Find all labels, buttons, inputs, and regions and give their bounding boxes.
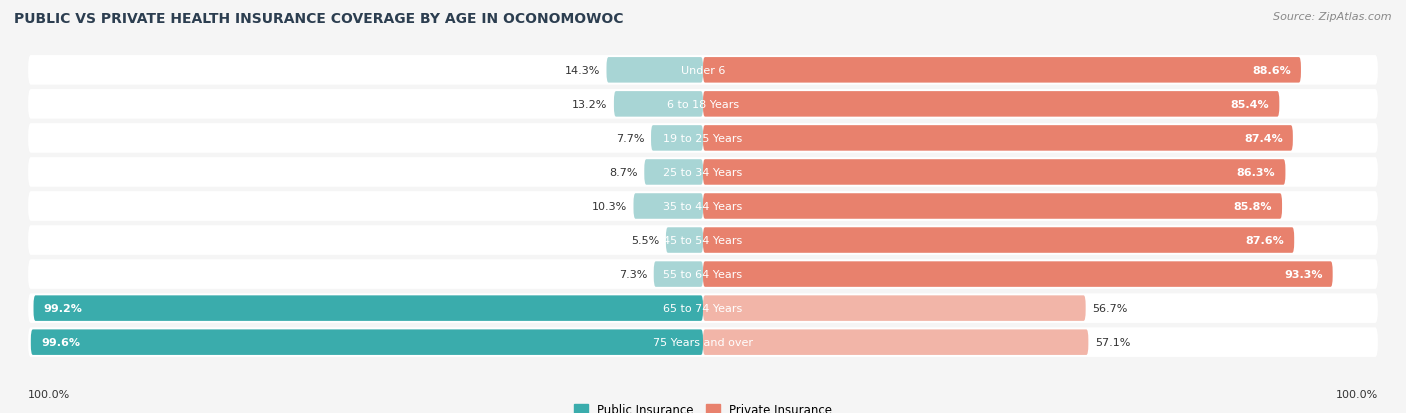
FancyBboxPatch shape [634,194,703,219]
Text: 8.7%: 8.7% [609,168,637,178]
FancyBboxPatch shape [614,92,703,117]
FancyBboxPatch shape [703,126,1294,151]
Text: 86.3%: 86.3% [1237,168,1275,178]
FancyBboxPatch shape [703,58,1301,83]
Text: 7.3%: 7.3% [619,269,647,280]
Text: 65 to 74 Years: 65 to 74 Years [664,304,742,313]
FancyBboxPatch shape [606,58,703,83]
Text: 35 to 44 Years: 35 to 44 Years [664,202,742,211]
Text: 57.1%: 57.1% [1095,337,1130,347]
FancyBboxPatch shape [703,92,1279,117]
FancyBboxPatch shape [703,262,1333,287]
FancyBboxPatch shape [666,228,703,253]
Text: 45 to 54 Years: 45 to 54 Years [664,235,742,245]
FancyBboxPatch shape [703,330,1088,355]
Text: 7.7%: 7.7% [616,133,644,144]
Text: 19 to 25 Years: 19 to 25 Years [664,133,742,144]
Text: 100.0%: 100.0% [28,389,70,399]
Text: PUBLIC VS PRIVATE HEALTH INSURANCE COVERAGE BY AGE IN OCONOMOWOC: PUBLIC VS PRIVATE HEALTH INSURANCE COVER… [14,12,623,26]
FancyBboxPatch shape [31,330,703,355]
Text: 88.6%: 88.6% [1253,66,1291,76]
Text: 10.3%: 10.3% [592,202,627,211]
Text: 100.0%: 100.0% [1336,389,1378,399]
FancyBboxPatch shape [28,225,1378,255]
FancyBboxPatch shape [28,124,1378,153]
FancyBboxPatch shape [644,160,703,185]
Text: 99.2%: 99.2% [44,304,83,313]
Text: 6 to 18 Years: 6 to 18 Years [666,100,740,109]
FancyBboxPatch shape [28,56,1378,85]
FancyBboxPatch shape [703,194,1282,219]
Text: 93.3%: 93.3% [1284,269,1323,280]
FancyBboxPatch shape [651,126,703,151]
Text: Source: ZipAtlas.com: Source: ZipAtlas.com [1274,12,1392,22]
Text: 25 to 34 Years: 25 to 34 Years [664,168,742,178]
Text: 85.4%: 85.4% [1230,100,1270,109]
Text: 85.8%: 85.8% [1233,202,1272,211]
Text: 99.6%: 99.6% [41,337,80,347]
FancyBboxPatch shape [28,158,1378,188]
FancyBboxPatch shape [703,160,1285,185]
FancyBboxPatch shape [703,296,1085,321]
FancyBboxPatch shape [28,90,1378,119]
Text: 75 Years and over: 75 Years and over [652,337,754,347]
FancyBboxPatch shape [28,328,1378,357]
FancyBboxPatch shape [28,192,1378,221]
Text: 87.4%: 87.4% [1244,133,1282,144]
Text: 13.2%: 13.2% [572,100,607,109]
Text: 14.3%: 14.3% [564,66,600,76]
Legend: Public Insurance, Private Insurance: Public Insurance, Private Insurance [569,398,837,413]
FancyBboxPatch shape [654,262,703,287]
Text: 87.6%: 87.6% [1246,235,1284,245]
Text: 56.7%: 56.7% [1092,304,1128,313]
FancyBboxPatch shape [28,294,1378,323]
FancyBboxPatch shape [34,296,703,321]
Text: 5.5%: 5.5% [631,235,659,245]
Text: 55 to 64 Years: 55 to 64 Years [664,269,742,280]
FancyBboxPatch shape [703,228,1294,253]
FancyBboxPatch shape [28,260,1378,289]
Text: Under 6: Under 6 [681,66,725,76]
